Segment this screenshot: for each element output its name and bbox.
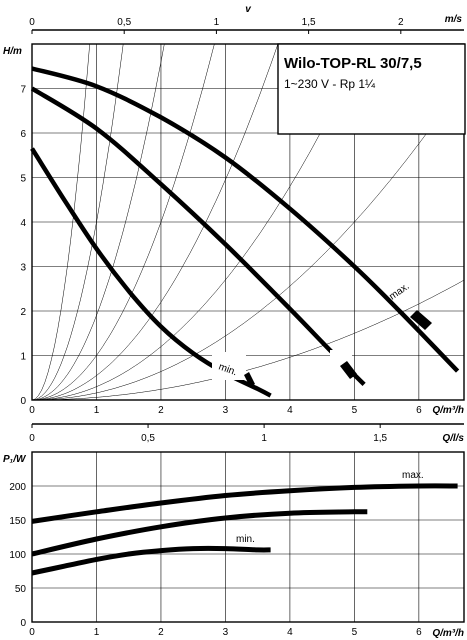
tick-y-power: 200 xyxy=(9,482,26,493)
system-curve-3 xyxy=(31,43,215,401)
system-curves xyxy=(31,43,465,401)
tick-x-bottom-chart: 1 xyxy=(94,627,100,638)
top-axis-unit: m/s xyxy=(445,14,463,25)
tick-x-top-chart: 3 xyxy=(223,405,229,416)
tick-flow-ls: 1 xyxy=(261,433,267,444)
tick-x-top-chart: 0 xyxy=(29,405,35,416)
curve-label-max: max. xyxy=(387,281,411,302)
tick-velocity: 0 xyxy=(29,17,35,28)
head-tick-labels: 0 1 2 3 4 5 6 0 1 2 3 4 5 6 7 0 0,5 1 1,5 2 xyxy=(20,17,464,416)
tick-y-head: 0 xyxy=(20,396,26,407)
bottom-top-axis-unit: Q/l/s xyxy=(442,433,464,444)
power-curve-mid xyxy=(31,509,368,557)
speed-marker-max xyxy=(410,310,432,330)
tick-flow-ls: 0 xyxy=(29,433,35,444)
tick-x-bottom-chart: 0 xyxy=(29,627,35,638)
tick-y-power: 0 xyxy=(20,618,26,629)
tick-velocity: 0,5 xyxy=(117,17,131,28)
system-curve-7 xyxy=(32,279,465,401)
tick-y-head: 7 xyxy=(20,85,26,96)
tick-x-top-chart: 4 xyxy=(287,405,293,416)
tick-x-top-chart: 2 xyxy=(158,405,164,416)
tick-velocity: 1 xyxy=(214,17,220,28)
title-box xyxy=(277,43,466,135)
x-axis-label-flow-bottom: Q/m³/h xyxy=(432,628,464,639)
chart-title: Wilo-TOP-RL 30/7,5 xyxy=(284,55,422,72)
head-curve-mid xyxy=(30,86,366,387)
speed-marker-mid xyxy=(340,361,357,379)
system-curve-4 xyxy=(31,43,279,401)
tick-y-head: 3 xyxy=(20,263,26,274)
tick-flow-ls: 1,5 xyxy=(373,433,387,444)
tick-x-bottom-chart: 4 xyxy=(287,627,293,638)
power-grid xyxy=(31,452,464,622)
tick-velocity: 1,5 xyxy=(302,17,316,28)
tick-y-head: 1 xyxy=(20,352,26,363)
y-axis-label-head: H/m xyxy=(3,46,22,57)
tick-x-bottom-chart: 6 xyxy=(416,627,422,638)
power-flow-chart: 0 1 2 3 4 5 6 0 50 100 150 200 0 0,5 1 1,5 Q/l/s P₁/W Q… xyxy=(3,423,465,639)
power-tick-labels: 0 1 2 3 4 5 6 0 50 100 150 200 0 0,5 1 1,5 xyxy=(9,423,464,638)
tick-x-top-chart: 5 xyxy=(352,405,358,416)
power-curve-max xyxy=(31,483,458,524)
power-chart-frame xyxy=(31,451,465,623)
head-chart-frame xyxy=(31,43,465,401)
tick-x-bottom-chart: 5 xyxy=(352,627,358,638)
power-label-min: min. xyxy=(236,534,255,545)
speed-marker-min xyxy=(244,372,255,387)
tick-y-head: 5 xyxy=(20,174,26,185)
top-axis-v-label: v xyxy=(245,4,252,15)
head-flow-chart: 0 1 2 3 4 5 6 0 1 2 3 4 5 6 7 0 0,5 1 1,5 2 v m/s H/m Q/m³/… xyxy=(3,4,466,416)
tick-x-top-chart: 1 xyxy=(94,405,100,416)
tick-flow-ls: 0,5 xyxy=(141,433,155,444)
power-series xyxy=(31,483,458,576)
system-curve-6 xyxy=(32,80,465,401)
tick-x-bottom-chart: 3 xyxy=(223,627,229,638)
x-axis-label-flow-top: Q/m³/h xyxy=(432,405,464,416)
power-label-max: max. xyxy=(402,470,424,481)
system-curve-2 xyxy=(31,43,165,401)
tick-velocity: 2 xyxy=(398,17,404,28)
label-bg-min xyxy=(212,352,246,380)
chart-subtitle: 1~230 V - Rp 1¼ xyxy=(284,77,376,91)
tick-y-power: 100 xyxy=(9,550,26,561)
tick-y-head: 2 xyxy=(20,307,26,318)
tick-y-power: 150 xyxy=(9,516,26,527)
head-curve-max xyxy=(31,66,460,373)
y-axis-label-power: P₁/W xyxy=(3,454,27,465)
system-curve-0 xyxy=(31,43,90,401)
tick-x-bottom-chart: 2 xyxy=(158,627,164,638)
system-curve-5 xyxy=(32,43,366,401)
tick-y-power: 50 xyxy=(15,584,27,595)
tick-y-head: 4 xyxy=(20,218,26,229)
tick-x-top-chart: 6 xyxy=(416,405,422,416)
tick-y-head: 6 xyxy=(20,129,26,140)
power-curve-min xyxy=(31,545,271,576)
